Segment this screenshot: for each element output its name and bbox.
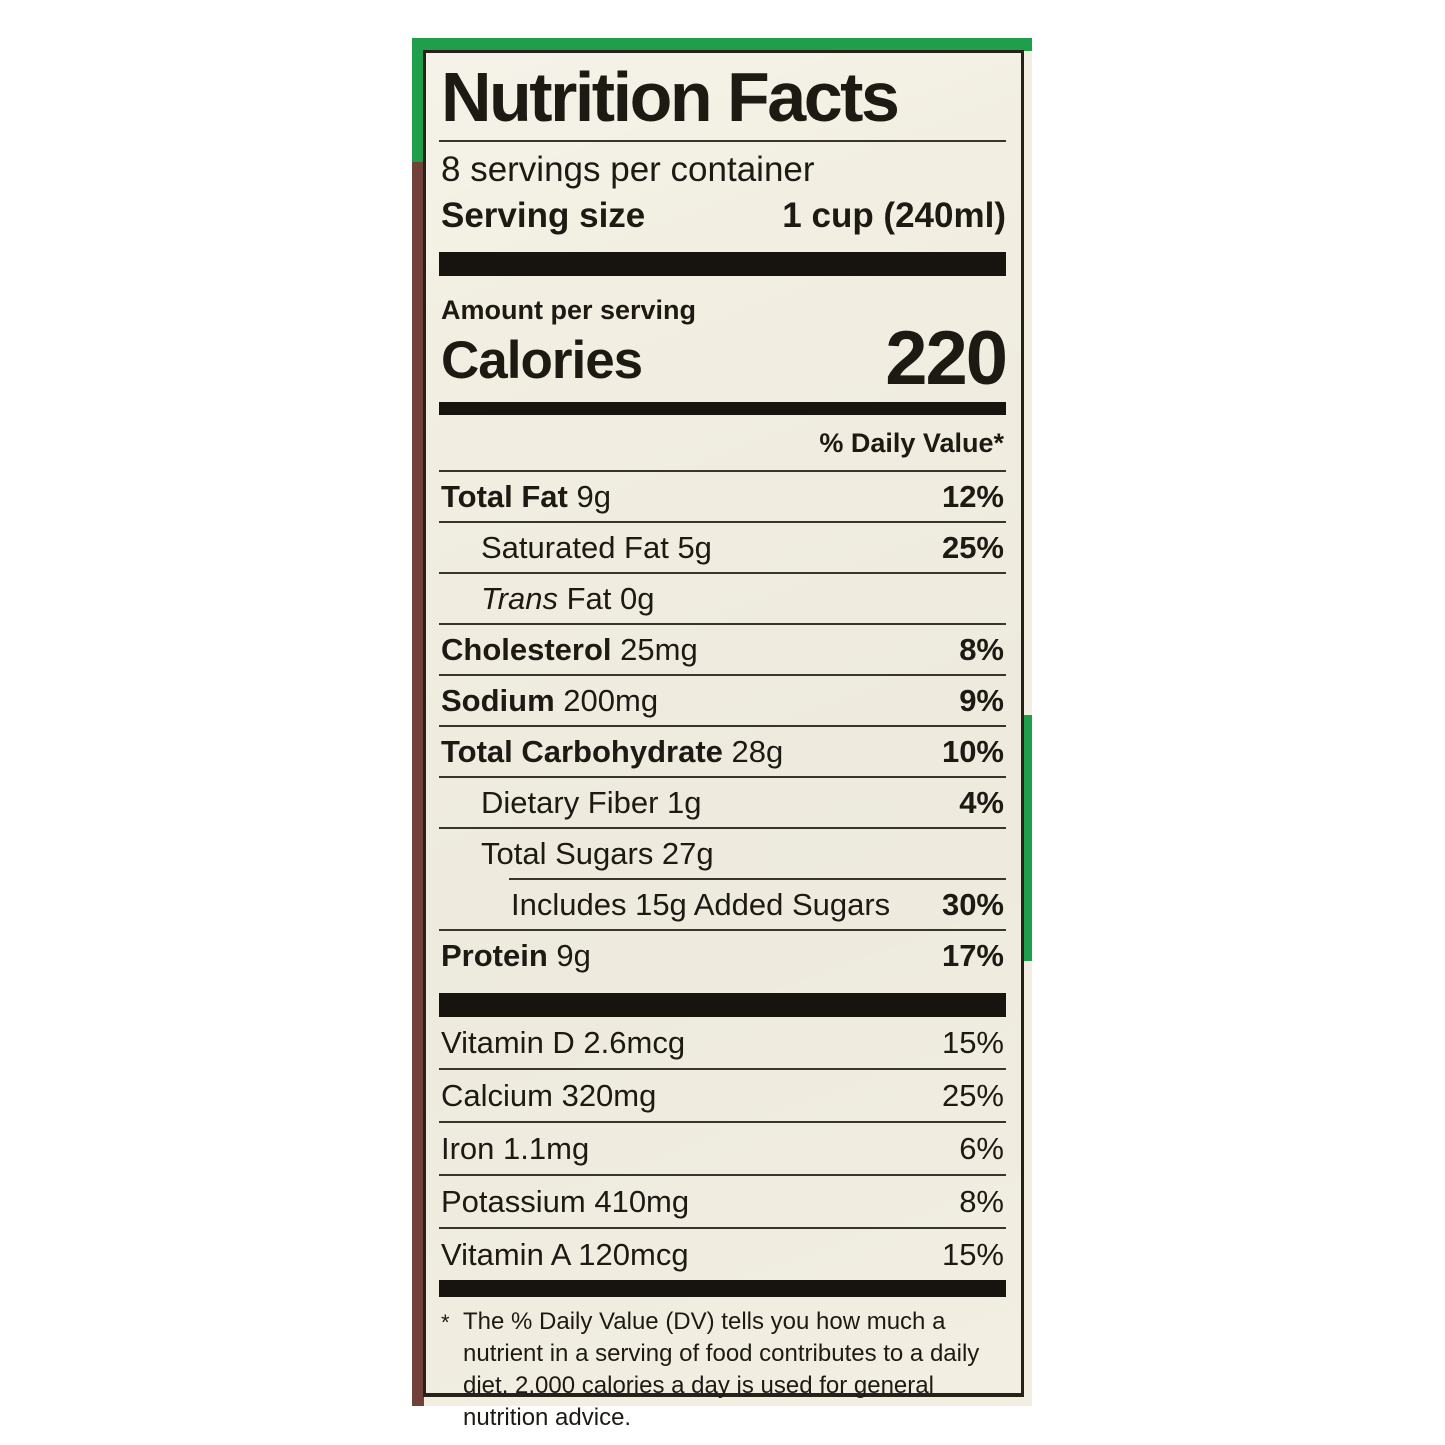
package-edge-right-green (1022, 715, 1032, 961)
package-edge-left-maroon (412, 162, 424, 1406)
vitamin-row-calcium: Calcium 320mg 25% (439, 1068, 1006, 1121)
divider-thick-bar (439, 993, 1006, 1017)
vitamin-name: Vitamin A 120mcg (441, 1236, 689, 1272)
nutrient-dv: 9% (959, 682, 1004, 718)
nutrient-row-protein: Protein 9g 17% (439, 929, 1006, 980)
nutrient-table: Total Fat 9g 12% Saturated Fat 5g 25% Tr… (439, 470, 1006, 980)
label-title: Nutrition Facts (439, 58, 1006, 142)
divider-medium-bar (439, 402, 1006, 415)
nutrient-dv: 17% (941, 937, 1004, 973)
vitamin-dv: 8% (959, 1183, 1004, 1219)
nutrient-row-total-fat: Total Fat 9g 12% (439, 470, 1006, 521)
nutrient-dv: 30% (941, 886, 1004, 922)
nutrient-name: Saturated Fat 5g (481, 529, 712, 565)
nutrient-name: Total Sugars 27g (481, 835, 714, 871)
nutrient-row-dietary-fiber: Dietary Fiber 1g 4% (439, 776, 1006, 827)
calories-label: Calories (441, 331, 643, 390)
vitamin-table: Vitamin D 2.6mcg 15% Calcium 320mg 25% I… (439, 1017, 1006, 1280)
vitamin-name: Vitamin D 2.6mcg (441, 1024, 686, 1060)
package-edge-left-green (412, 38, 424, 162)
nutrient-amount: 9g (547, 937, 591, 973)
vitamin-name: Iron 1.1mg (441, 1130, 590, 1166)
servings-per-container: 8 servings per container (441, 150, 815, 189)
divider-indented (509, 878, 1006, 880)
divider-thick-bar (439, 252, 1006, 276)
footnote-text: The % Daily Value (DV) tells you how muc… (463, 1308, 980, 1431)
serving-size-label: Serving size (441, 196, 646, 235)
nutrient-amount: Fat 0g (557, 580, 655, 616)
daily-value-footnote: * The % Daily Value (DV) tells you how m… (439, 1297, 1006, 1434)
nutrient-amount: 25mg (611, 631, 698, 667)
nutrient-amount: 200mg (554, 682, 659, 718)
vitamin-dv: 25% (941, 1077, 1004, 1113)
nutrient-amount: 9g (567, 478, 611, 514)
nutrient-name: Cholesterol 25mg (441, 632, 698, 668)
nutrient-name: Trans Fat 0g (441, 581, 654, 617)
nutrient-dv: 10% (941, 733, 1004, 769)
vitamin-name: Calcium 320mg (441, 1077, 657, 1113)
nutrient-row-saturated-fat: Saturated Fat 5g 25% (439, 521, 1006, 572)
calories-value: 220 (885, 316, 1008, 401)
nutrient-name-bold: Cholesterol (441, 631, 612, 667)
divider-medium-bar (439, 1280, 1006, 1297)
serving-size-row: Serving size 1 cup (240ml) (439, 193, 1006, 239)
nutrient-amount: 28g (722, 733, 784, 769)
nutrient-row-trans-fat: Trans Fat 0g (439, 572, 1006, 623)
nutrient-name-bold: Sodium (441, 682, 555, 718)
nutrient-name: Total Fat 9g (441, 479, 611, 515)
vitamin-dv: 15% (941, 1236, 1004, 1272)
trans-italic: Trans (481, 580, 558, 616)
vitamin-name: Potassium 410mg (441, 1183, 690, 1219)
nutrient-dv: 12% (941, 478, 1004, 514)
nutrient-name: Sodium 200mg (441, 683, 658, 719)
calories-row: Calories 220 (439, 316, 1008, 401)
nutrient-name: Protein 9g (441, 938, 591, 974)
vitamin-row-iron: Iron 1.1mg 6% (439, 1121, 1006, 1174)
nutrition-label: Nutrition Facts 8 servings per container… (412, 38, 1032, 1431)
nutrient-name: Total Carbohydrate 28g (441, 734, 783, 770)
amount-per-serving-label: Amount per serving (441, 295, 697, 325)
nutrient-dv: 4% (959, 784, 1004, 820)
vitamin-row-potassium: Potassium 410mg 8% (439, 1174, 1006, 1227)
nutrient-dv: 8% (959, 631, 1004, 667)
nutrient-row-total-carbohydrate: Total Carbohydrate 28g 10% (439, 725, 1006, 776)
nutrient-row-cholesterol: Cholesterol 25mg 8% (439, 623, 1006, 674)
vitamin-dv: 6% (959, 1130, 1004, 1166)
nutrient-row-sodium: Sodium 200mg 9% (439, 674, 1006, 725)
nutrient-name: Includes 15g Added Sugars (511, 886, 891, 922)
nutrient-row-total-sugars: Total Sugars 27g (439, 827, 1006, 878)
vitamin-row-vitamin-d: Vitamin D 2.6mcg 15% (439, 1017, 1006, 1068)
serving-size-value: 1 cup (240ml) (782, 196, 1006, 235)
nutrient-row-added-sugars: Includes 15g Added Sugars 30% (439, 880, 1006, 929)
vitamin-dv: 15% (941, 1024, 1004, 1060)
footnote-asterisk: * (441, 1310, 450, 1335)
package-edge-top-green (412, 38, 1032, 51)
nutrient-name-bold: Total Carbohydrate (441, 733, 723, 769)
nutrient-name-bold: Protein (441, 937, 548, 973)
vitamin-row-vitamin-a: Vitamin A 120mcg 15% (439, 1227, 1006, 1280)
daily-value-header: % Daily Value* (819, 428, 1004, 458)
nutrient-name-bold: Total Fat (441, 478, 568, 514)
label-panel: Nutrition Facts 8 servings per container… (423, 50, 1024, 1431)
nutrient-dv: 25% (941, 529, 1004, 565)
nutrient-name: Dietary Fiber 1g (481, 784, 702, 820)
